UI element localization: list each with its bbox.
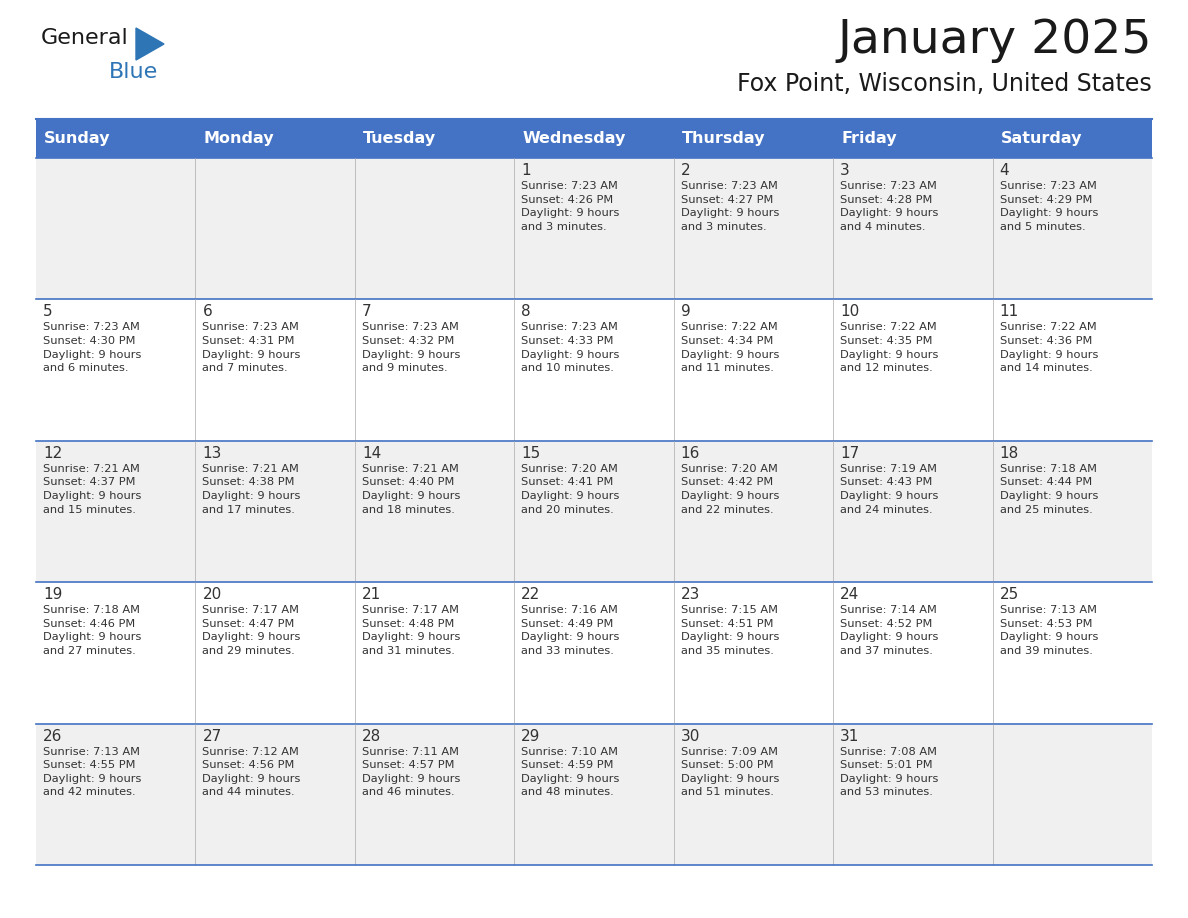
Text: Sunrise: 7:21 AM
Sunset: 4:40 PM
Daylight: 9 hours
and 18 minutes.: Sunrise: 7:21 AM Sunset: 4:40 PM Dayligh…	[362, 464, 460, 515]
Text: 28: 28	[362, 729, 381, 744]
Text: Sunrise: 7:20 AM
Sunset: 4:41 PM
Daylight: 9 hours
and 20 minutes.: Sunrise: 7:20 AM Sunset: 4:41 PM Dayligh…	[522, 464, 620, 515]
Bar	[36, 158, 1152, 299]
Polygon shape	[135, 28, 164, 60]
Bar	[36, 441, 1152, 582]
Text: 18: 18	[999, 446, 1019, 461]
Text: Sunrise: 7:23 AM
Sunset: 4:28 PM
Daylight: 9 hours
and 4 minutes.: Sunrise: 7:23 AM Sunset: 4:28 PM Dayligh…	[840, 181, 939, 232]
Text: 11: 11	[999, 305, 1019, 319]
Bar	[36, 582, 1152, 723]
Text: Sunrise: 7:23 AM
Sunset: 4:29 PM
Daylight: 9 hours
and 5 minutes.: Sunrise: 7:23 AM Sunset: 4:29 PM Dayligh…	[999, 181, 1098, 232]
Text: Sunrise: 7:18 AM
Sunset: 4:46 PM
Daylight: 9 hours
and 27 minutes.: Sunrise: 7:18 AM Sunset: 4:46 PM Dayligh…	[43, 605, 141, 656]
Bar	[36, 723, 1152, 865]
Text: Sunrise: 7:18 AM
Sunset: 4:44 PM
Daylight: 9 hours
and 25 minutes.: Sunrise: 7:18 AM Sunset: 4:44 PM Dayligh…	[999, 464, 1098, 515]
Text: 24: 24	[840, 588, 859, 602]
Text: Sunrise: 7:21 AM
Sunset: 4:38 PM
Daylight: 9 hours
and 17 minutes.: Sunrise: 7:21 AM Sunset: 4:38 PM Dayligh…	[202, 464, 301, 515]
Text: Sunrise: 7:23 AM
Sunset: 4:27 PM
Daylight: 9 hours
and 3 minutes.: Sunrise: 7:23 AM Sunset: 4:27 PM Dayligh…	[681, 181, 779, 232]
Text: 5: 5	[43, 305, 52, 319]
Text: Saturday: Saturday	[1000, 131, 1082, 147]
Text: Sunrise: 7:16 AM
Sunset: 4:49 PM
Daylight: 9 hours
and 33 minutes.: Sunrise: 7:16 AM Sunset: 4:49 PM Dayligh…	[522, 605, 620, 656]
Text: 14: 14	[362, 446, 381, 461]
Text: Sunrise: 7:22 AM
Sunset: 4:35 PM
Daylight: 9 hours
and 12 minutes.: Sunrise: 7:22 AM Sunset: 4:35 PM Dayligh…	[840, 322, 939, 374]
Text: 25: 25	[999, 588, 1019, 602]
Text: Sunrise: 7:23 AM
Sunset: 4:26 PM
Daylight: 9 hours
and 3 minutes.: Sunrise: 7:23 AM Sunset: 4:26 PM Dayligh…	[522, 181, 620, 232]
Text: 15: 15	[522, 446, 541, 461]
Text: 29: 29	[522, 729, 541, 744]
Text: Friday: Friday	[841, 131, 897, 147]
Text: 12: 12	[43, 446, 62, 461]
Text: 30: 30	[681, 729, 700, 744]
Text: Sunrise: 7:17 AM
Sunset: 4:47 PM
Daylight: 9 hours
and 29 minutes.: Sunrise: 7:17 AM Sunset: 4:47 PM Dayligh…	[202, 605, 301, 656]
Text: 23: 23	[681, 588, 700, 602]
Text: Fox Point, Wisconsin, United States: Fox Point, Wisconsin, United States	[738, 72, 1152, 96]
Text: 19: 19	[43, 588, 63, 602]
Text: 2: 2	[681, 163, 690, 178]
Text: Sunrise: 7:21 AM
Sunset: 4:37 PM
Daylight: 9 hours
and 15 minutes.: Sunrise: 7:21 AM Sunset: 4:37 PM Dayligh…	[43, 464, 141, 515]
Text: Thursday: Thursday	[682, 131, 765, 147]
Text: 31: 31	[840, 729, 859, 744]
Text: Sunrise: 7:13 AM
Sunset: 4:55 PM
Daylight: 9 hours
and 42 minutes.: Sunrise: 7:13 AM Sunset: 4:55 PM Dayligh…	[43, 746, 141, 798]
Text: Tuesday: Tuesday	[362, 131, 436, 147]
Text: 21: 21	[362, 588, 381, 602]
Text: Sunrise: 7:23 AM
Sunset: 4:30 PM
Daylight: 9 hours
and 6 minutes.: Sunrise: 7:23 AM Sunset: 4:30 PM Dayligh…	[43, 322, 141, 374]
Text: General: General	[42, 28, 128, 48]
Text: Sunrise: 7:23 AM
Sunset: 4:33 PM
Daylight: 9 hours
and 10 minutes.: Sunrise: 7:23 AM Sunset: 4:33 PM Dayligh…	[522, 322, 620, 374]
Text: Sunrise: 7:19 AM
Sunset: 4:43 PM
Daylight: 9 hours
and 24 minutes.: Sunrise: 7:19 AM Sunset: 4:43 PM Dayligh…	[840, 464, 939, 515]
Bar	[36, 299, 1152, 441]
Text: Sunrise: 7:22 AM
Sunset: 4:34 PM
Daylight: 9 hours
and 11 minutes.: Sunrise: 7:22 AM Sunset: 4:34 PM Dayligh…	[681, 322, 779, 374]
Bar	[36, 120, 1152, 158]
Text: Sunrise: 7:10 AM
Sunset: 4:59 PM
Daylight: 9 hours
and 48 minutes.: Sunrise: 7:10 AM Sunset: 4:59 PM Dayligh…	[522, 746, 620, 798]
Text: 4: 4	[999, 163, 1009, 178]
Text: Sunrise: 7:17 AM
Sunset: 4:48 PM
Daylight: 9 hours
and 31 minutes.: Sunrise: 7:17 AM Sunset: 4:48 PM Dayligh…	[362, 605, 460, 656]
Text: Blue: Blue	[109, 62, 158, 82]
Text: 27: 27	[202, 729, 222, 744]
Text: Monday: Monday	[203, 131, 274, 147]
Text: Sunday: Sunday	[44, 131, 110, 147]
Text: Sunrise: 7:13 AM
Sunset: 4:53 PM
Daylight: 9 hours
and 39 minutes.: Sunrise: 7:13 AM Sunset: 4:53 PM Dayligh…	[999, 605, 1098, 656]
Text: Sunrise: 7:15 AM
Sunset: 4:51 PM
Daylight: 9 hours
and 35 minutes.: Sunrise: 7:15 AM Sunset: 4:51 PM Dayligh…	[681, 605, 779, 656]
Text: 20: 20	[202, 588, 222, 602]
Text: Sunrise: 7:20 AM
Sunset: 4:42 PM
Daylight: 9 hours
and 22 minutes.: Sunrise: 7:20 AM Sunset: 4:42 PM Dayligh…	[681, 464, 779, 515]
Text: 10: 10	[840, 305, 859, 319]
Text: 22: 22	[522, 588, 541, 602]
Text: 7: 7	[362, 305, 372, 319]
Text: 16: 16	[681, 446, 700, 461]
Text: Sunrise: 7:09 AM
Sunset: 5:00 PM
Daylight: 9 hours
and 51 minutes.: Sunrise: 7:09 AM Sunset: 5:00 PM Dayligh…	[681, 746, 779, 798]
Text: 9: 9	[681, 305, 690, 319]
Text: 6: 6	[202, 305, 213, 319]
Text: 13: 13	[202, 446, 222, 461]
Text: Sunrise: 7:12 AM
Sunset: 4:56 PM
Daylight: 9 hours
and 44 minutes.: Sunrise: 7:12 AM Sunset: 4:56 PM Dayligh…	[202, 746, 301, 798]
Text: 1: 1	[522, 163, 531, 178]
Text: 8: 8	[522, 305, 531, 319]
Text: Wednesday: Wednesday	[523, 131, 626, 147]
Text: 3: 3	[840, 163, 849, 178]
Text: Sunrise: 7:23 AM
Sunset: 4:32 PM
Daylight: 9 hours
and 9 minutes.: Sunrise: 7:23 AM Sunset: 4:32 PM Dayligh…	[362, 322, 460, 374]
Text: 26: 26	[43, 729, 63, 744]
Text: Sunrise: 7:11 AM
Sunset: 4:57 PM
Daylight: 9 hours
and 46 minutes.: Sunrise: 7:11 AM Sunset: 4:57 PM Dayligh…	[362, 746, 460, 798]
Text: Sunrise: 7:23 AM
Sunset: 4:31 PM
Daylight: 9 hours
and 7 minutes.: Sunrise: 7:23 AM Sunset: 4:31 PM Dayligh…	[202, 322, 301, 374]
Text: Sunrise: 7:22 AM
Sunset: 4:36 PM
Daylight: 9 hours
and 14 minutes.: Sunrise: 7:22 AM Sunset: 4:36 PM Dayligh…	[999, 322, 1098, 374]
Text: January 2025: January 2025	[838, 18, 1152, 63]
Text: Sunrise: 7:14 AM
Sunset: 4:52 PM
Daylight: 9 hours
and 37 minutes.: Sunrise: 7:14 AM Sunset: 4:52 PM Dayligh…	[840, 605, 939, 656]
Text: 17: 17	[840, 446, 859, 461]
Text: Sunrise: 7:08 AM
Sunset: 5:01 PM
Daylight: 9 hours
and 53 minutes.: Sunrise: 7:08 AM Sunset: 5:01 PM Dayligh…	[840, 746, 939, 798]
